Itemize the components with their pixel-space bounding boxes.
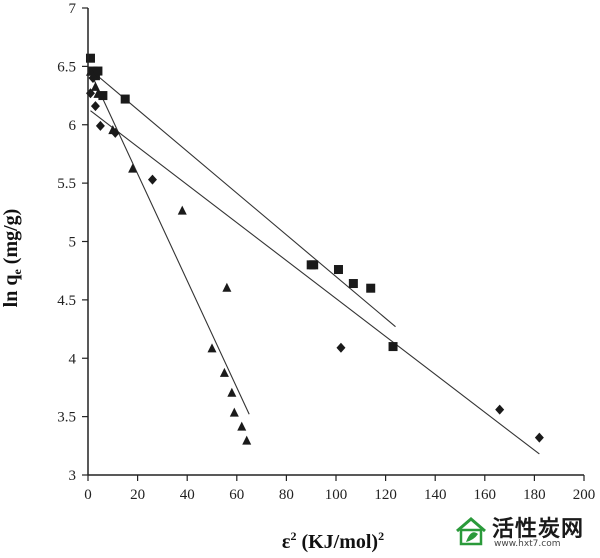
diamond-point: [147, 174, 157, 185]
square-point: [120, 94, 130, 104]
diamond-point: [495, 404, 505, 415]
watermark-url: www.hxt7.com: [494, 539, 561, 549]
square-point: [348, 279, 358, 289]
y-tick-label: 5.5: [57, 176, 76, 192]
fit-line-triangles: [89, 71, 250, 415]
triangle-point: [222, 282, 232, 292]
square-point: [93, 66, 103, 76]
square-point: [333, 265, 343, 275]
x-tick-label: 140: [424, 487, 447, 503]
diamond-point: [534, 432, 544, 443]
diamond-point: [95, 120, 105, 131]
diamond-point: [90, 101, 100, 112]
triangle-point: [207, 343, 217, 353]
y-tick-label: 4.5: [57, 293, 76, 309]
x-tick-label: 0: [84, 487, 92, 503]
triangle-point: [219, 367, 229, 377]
x-tick-label: 120: [374, 487, 397, 503]
square-point: [85, 53, 95, 63]
diamond-point: [336, 342, 346, 353]
y-tick-label: 6: [69, 118, 77, 134]
x-tick-label: 40: [180, 487, 195, 503]
triangle-point: [128, 163, 138, 173]
square-point: [98, 91, 108, 101]
y-tick-label: 5: [69, 235, 77, 251]
triangle-point: [177, 205, 187, 215]
y-tick-label: 3: [69, 468, 77, 484]
watermark-title: 活性炭网: [492, 517, 585, 542]
triangle-point: [242, 435, 252, 445]
square-point: [90, 71, 100, 81]
triangle-point: [108, 125, 118, 135]
triangle-point: [227, 387, 237, 397]
square-point: [88, 66, 98, 76]
x-tick-label: 180: [523, 487, 546, 503]
x-tick-label: 200: [573, 487, 596, 503]
y-tick-label: 6.5: [57, 59, 76, 75]
triangle-point: [237, 421, 247, 431]
triangle-point: [90, 81, 100, 91]
watermark: 活性炭网 www.hxt7.com: [452, 510, 594, 554]
fit-line-diamonds: [90, 110, 540, 455]
y-tick-label: 3.5: [57, 410, 76, 426]
x-tick-label: 100: [325, 487, 348, 503]
y-tick-label: 7: [69, 1, 77, 17]
triangle-point: [229, 407, 239, 417]
x-axis-title: ε2 (KJ/mol)2: [282, 529, 384, 553]
square-point: [388, 342, 398, 352]
x-tick-label: 80: [279, 487, 294, 503]
house-leaf-icon: [456, 517, 486, 546]
fit-line-squares: [90, 69, 396, 328]
x-tick-label: 60: [229, 487, 244, 503]
triangle-point: [93, 88, 103, 98]
y-axis-title: ln qe (mg/g): [0, 209, 24, 308]
y-tick-label: 4: [69, 351, 77, 367]
square-point: [309, 260, 319, 270]
x-tick-label: 160: [474, 487, 497, 503]
square-point: [366, 283, 376, 293]
x-tick-label: 20: [130, 487, 145, 503]
